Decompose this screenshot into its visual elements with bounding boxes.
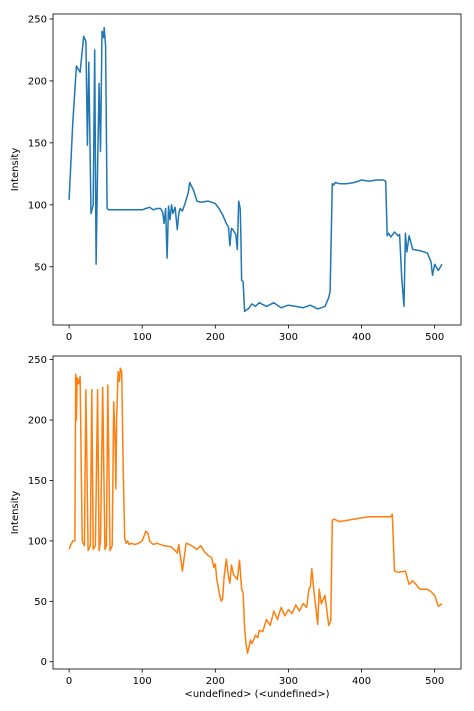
y-tick-label: 100 <box>28 200 47 211</box>
bottom-chart-ticks: 0 100 200 300 400 500 0 50 100 150 200 250 <box>28 355 444 687</box>
y-tick-label: 150 <box>28 138 47 149</box>
top-chart-series <box>68 26 443 313</box>
y-tick-label: 200 <box>28 416 47 427</box>
x-tick-label: 300 <box>279 676 298 687</box>
series-line <box>68 26 443 313</box>
bottom-chart-series <box>68 367 443 655</box>
bottom-chart-frame <box>52 355 462 670</box>
y-tick-label: 100 <box>28 536 47 547</box>
top-chart-ticks: 0 100 200 300 400 500 50 100 150 200 250 <box>28 14 444 343</box>
x-tick-label: 500 <box>425 676 444 687</box>
bottom-chart-y-axis-label: Intensity <box>10 491 21 535</box>
bottom-chart-x-axis-label: <undefined> (<undefined>) <box>184 689 329 700</box>
bottom-chart: 0 100 200 300 400 500 0 50 100 150 200 250 Intensit… <box>10 355 462 700</box>
x-tick-label: 200 <box>206 332 225 343</box>
x-tick-label: 0 <box>66 332 72 343</box>
x-tick-label: 100 <box>133 676 152 687</box>
series-line <box>68 367 443 655</box>
y-tick-label: 150 <box>28 476 47 487</box>
x-tick-label: 400 <box>352 332 371 343</box>
x-tick-label: 500 <box>425 332 444 343</box>
y-tick-label: 250 <box>28 14 47 25</box>
top-chart-frame <box>52 13 462 326</box>
x-tick-label: 300 <box>279 332 298 343</box>
top-chart-y-axis-label: Intensity <box>10 148 21 192</box>
x-tick-label: 400 <box>352 676 371 687</box>
x-tick-label: 200 <box>206 676 225 687</box>
y-tick-label: 0 <box>41 657 47 668</box>
y-tick-label: 50 <box>34 262 47 273</box>
x-tick-label: 0 <box>66 676 72 687</box>
y-tick-label: 250 <box>28 355 47 366</box>
y-tick-label: 50 <box>34 597 47 608</box>
y-tick-label: 200 <box>28 76 47 87</box>
x-tick-label: 100 <box>133 332 152 343</box>
top-chart: 0 100 200 300 400 500 50 100 150 200 250 Intensity <box>10 13 462 343</box>
